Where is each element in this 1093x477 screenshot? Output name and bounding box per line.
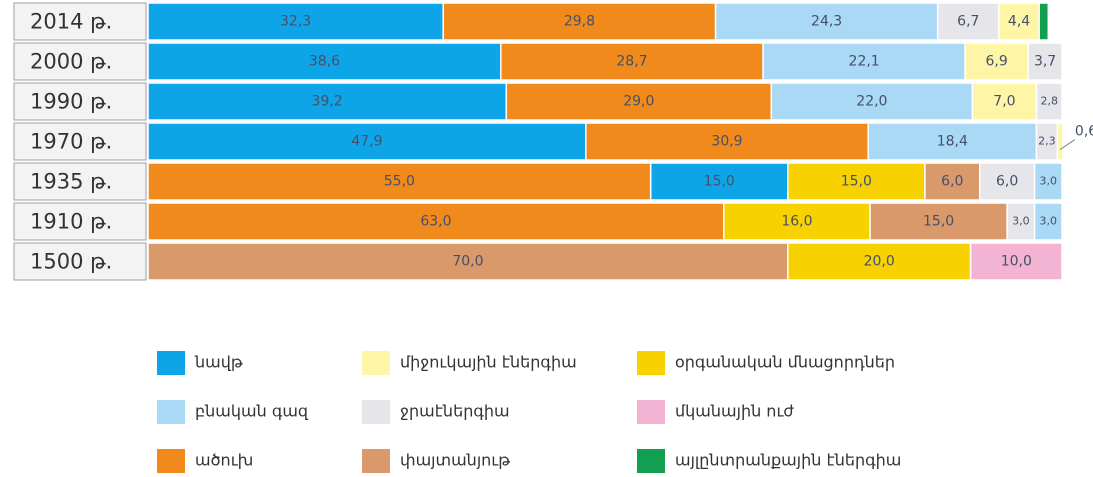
legend-label: փայտանյութ bbox=[400, 451, 510, 470]
legend-swatch bbox=[362, 400, 390, 424]
y-tick-label: 2014 թ. bbox=[30, 10, 112, 34]
legend-swatch bbox=[157, 351, 185, 375]
bar-segment bbox=[147, 162, 652, 201]
row-label-cell bbox=[13, 242, 147, 281]
bar-segment bbox=[1056, 122, 1064, 161]
value-label: 3,7 bbox=[1034, 54, 1056, 70]
value-label: 22,1 bbox=[849, 54, 880, 70]
value-label: 47,9 bbox=[351, 134, 382, 150]
y-tick-label: 1970 թ. bbox=[30, 130, 112, 154]
bar-segment bbox=[867, 122, 1038, 161]
legend-label: ջրաէներգիա bbox=[400, 402, 510, 421]
value-label: 55,0 bbox=[384, 174, 415, 190]
row-label-cell bbox=[13, 202, 147, 241]
legend-swatch bbox=[637, 351, 665, 375]
bar-segment bbox=[147, 2, 444, 41]
bar-segment bbox=[762, 42, 966, 81]
value-label: 39,2 bbox=[312, 94, 343, 110]
bar-segment bbox=[147, 82, 508, 121]
legend-swatch bbox=[637, 400, 665, 424]
value-label: 22,0 bbox=[856, 94, 887, 110]
value-label: 63,0 bbox=[420, 214, 451, 230]
value-label: 6,0 bbox=[996, 174, 1018, 190]
value-label: 6,7 bbox=[957, 14, 979, 30]
value-label: 20,0 bbox=[864, 254, 895, 270]
bar-segment bbox=[1038, 2, 1050, 41]
legend-label: միջուկային էներգիա bbox=[400, 353, 577, 372]
bar-segment bbox=[936, 2, 1000, 41]
value-label: 30,9 bbox=[711, 134, 742, 150]
legend-label: այլընտրանքային էներգիա bbox=[675, 451, 901, 470]
bar-segment bbox=[1035, 82, 1063, 121]
value-label: 32,3 bbox=[280, 14, 311, 30]
value-label: 3,0 bbox=[1040, 175, 1058, 188]
bar-segment bbox=[147, 42, 502, 81]
bar-segment bbox=[998, 2, 1040, 41]
legend-label: օրգանական մնացորդներ bbox=[675, 353, 895, 372]
value-label: 16,0 bbox=[781, 214, 812, 230]
bar-segment bbox=[969, 242, 1063, 281]
row-label-cell bbox=[13, 82, 147, 121]
y-tick-label: 1910 թ. bbox=[30, 210, 112, 234]
row-label-cell bbox=[13, 42, 147, 81]
value-label: 28,7 bbox=[616, 54, 647, 70]
row-label-cell bbox=[13, 162, 147, 201]
legend-label: նավթ bbox=[194, 353, 243, 372]
value-label: 3,0 bbox=[1012, 215, 1030, 228]
legend-swatch bbox=[362, 351, 390, 375]
value-label: 3,0 bbox=[1040, 215, 1058, 228]
legend-swatch bbox=[362, 449, 390, 473]
value-label: 24,3 bbox=[811, 14, 842, 30]
bar-segment bbox=[1033, 202, 1063, 241]
bar-segment bbox=[649, 162, 789, 201]
y-tick-label: 2000 թ. bbox=[30, 50, 112, 74]
leader-line bbox=[1059, 139, 1076, 150]
bar-segment bbox=[147, 242, 789, 281]
value-label: 15,0 bbox=[923, 214, 954, 230]
value-label: 15,0 bbox=[704, 174, 735, 190]
value-label: 6,9 bbox=[986, 54, 1008, 70]
y-tick-label: 1500 թ. bbox=[30, 250, 112, 274]
bar-segment bbox=[978, 162, 1036, 201]
bar-segment bbox=[585, 122, 869, 161]
value-label: 0,6 bbox=[1075, 124, 1093, 140]
legend-swatch bbox=[157, 400, 185, 424]
value-label: 10,0 bbox=[1001, 254, 1032, 270]
value-label: 4,4 bbox=[1008, 14, 1030, 30]
value-label: 2,8 bbox=[1040, 95, 1058, 108]
value-label: 15,0 bbox=[841, 174, 872, 190]
value-label: 6,0 bbox=[941, 174, 963, 190]
value-label: 29,0 bbox=[623, 94, 654, 110]
bar-segment bbox=[770, 82, 974, 121]
value-label: 7,0 bbox=[993, 94, 1015, 110]
value-label: 2,3 bbox=[1038, 135, 1056, 148]
bar-segment bbox=[1027, 42, 1063, 81]
legend-swatch bbox=[637, 449, 665, 473]
bar-segment bbox=[442, 2, 717, 41]
y-tick-label: 1935 թ. bbox=[30, 170, 112, 194]
legend-swatch bbox=[157, 449, 185, 473]
value-label: 38,6 bbox=[309, 54, 340, 70]
y-tick-label: 1990 թ. bbox=[30, 90, 112, 114]
legend-label: բնական գազ bbox=[195, 402, 309, 421]
bar-segment bbox=[924, 162, 981, 201]
legend-label: ածուխ bbox=[195, 451, 253, 470]
value-label: 70,0 bbox=[452, 254, 483, 270]
bar-segment bbox=[147, 202, 725, 241]
bar-segment bbox=[787, 242, 972, 281]
bar-segment bbox=[971, 82, 1038, 121]
legend-label: մկանային ուժ bbox=[675, 402, 794, 421]
value-label: 18,4 bbox=[937, 134, 968, 150]
bar-segment bbox=[500, 42, 764, 81]
value-label: 29,8 bbox=[564, 14, 595, 30]
bar-segment bbox=[1033, 162, 1063, 201]
bar-segment bbox=[147, 122, 587, 161]
row-label-cell bbox=[13, 2, 147, 41]
row-label-cell bbox=[13, 122, 147, 161]
bar-segment bbox=[787, 162, 926, 201]
